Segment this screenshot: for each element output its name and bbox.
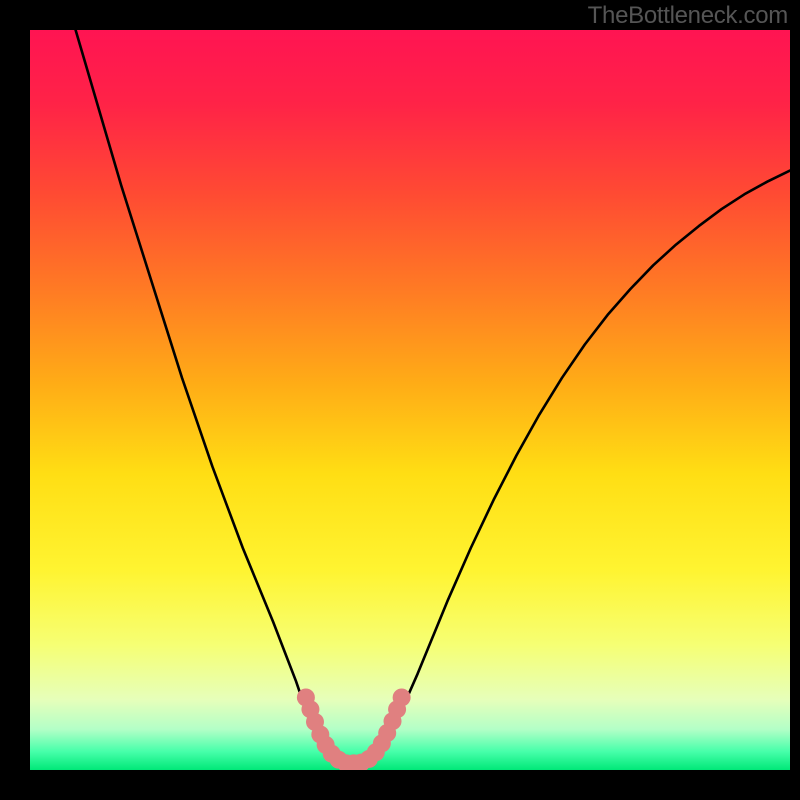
marker-point: [393, 688, 411, 706]
chart-background: [30, 30, 790, 770]
bottleneck-chart: [0, 0, 800, 800]
